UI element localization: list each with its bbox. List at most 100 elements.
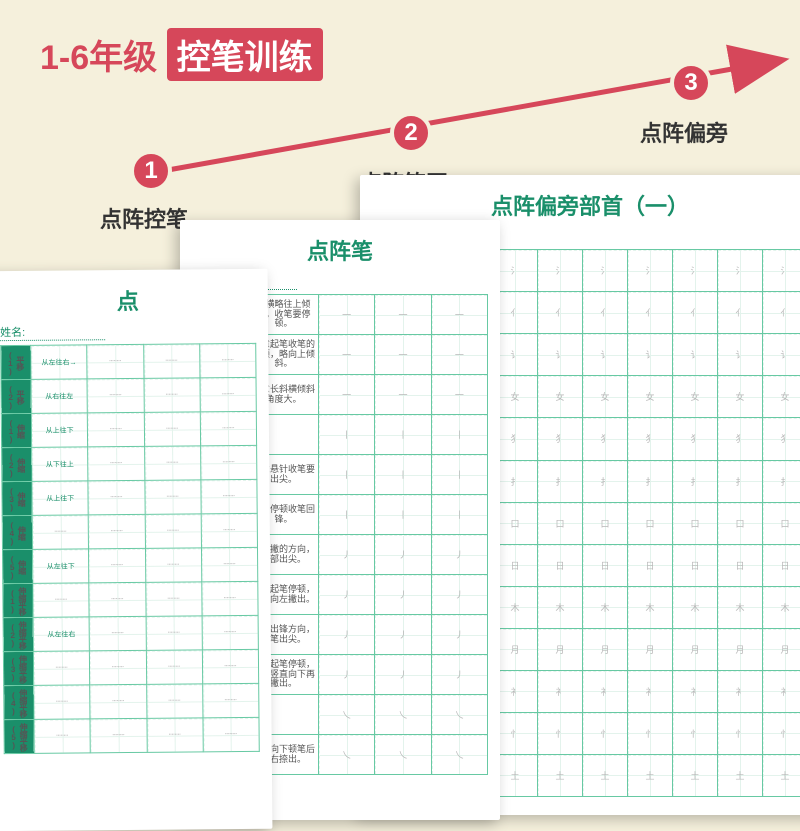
practice-cell: 亻 xyxy=(718,292,763,334)
practice-cell: 土 xyxy=(583,754,628,796)
row-label: 伸缩平移(4) xyxy=(4,685,34,719)
practice-cell: 丿 xyxy=(319,655,375,695)
practice-cell: 口 xyxy=(538,502,583,544)
practice-cell: 女 xyxy=(763,376,800,418)
practice-cell: 从上往下 xyxy=(31,413,88,447)
practice-cell: 丨 xyxy=(431,415,487,455)
practice-cell: ┈┈ xyxy=(201,547,258,581)
row-label: 伸缩(5) xyxy=(2,549,32,583)
practice-cell: 土 xyxy=(763,754,800,796)
practice-cell: 一 xyxy=(319,295,375,335)
practice-cell: 氵 xyxy=(763,250,800,292)
practice-cell: 日 xyxy=(763,544,800,586)
practice-cell: 一 xyxy=(431,335,487,375)
practice-cell: 木 xyxy=(583,586,628,628)
practice-cell: 口 xyxy=(628,502,673,544)
practice-cell: ┈┈ xyxy=(88,514,145,548)
row-label: 伸缩(2) xyxy=(2,447,32,481)
practice-cell: 扌 xyxy=(538,460,583,502)
practice-cell: 土 xyxy=(718,754,763,796)
practice-cell: 土 xyxy=(538,754,583,796)
row-label: 伸缩(1) xyxy=(1,413,31,447)
practice-cell: 口 xyxy=(583,502,628,544)
practice-cell: 日 xyxy=(583,544,628,586)
practice-cell: ┈┈ xyxy=(32,515,89,549)
practice-cell: ┈┈ xyxy=(145,582,202,616)
practice-cell: 一 xyxy=(375,375,431,415)
practice-cell: 忄 xyxy=(718,712,763,754)
practice-cell: 木 xyxy=(718,586,763,628)
practice-cell: 土 xyxy=(673,754,718,796)
practice-cell: ┈┈ xyxy=(89,548,146,582)
practice-cell: ┈┈ xyxy=(202,683,259,717)
practice-cell: ┈┈ xyxy=(200,377,257,411)
practice-cell: ┈┈ xyxy=(88,446,145,480)
practice-cell: ┈┈ xyxy=(89,616,146,650)
practice-cell: 忄 xyxy=(763,712,800,754)
practice-cell: 衤 xyxy=(583,670,628,712)
practice-cell: ┈┈ xyxy=(203,717,260,751)
practice-cell: ┈┈ xyxy=(144,446,201,480)
practice-cell: 一 xyxy=(375,295,431,335)
practice-cell: 从下往上 xyxy=(32,447,89,481)
practice-cell: 乀 xyxy=(319,695,375,735)
practice-cell: ┈┈ xyxy=(90,650,147,684)
practice-cell: ┈┈ xyxy=(199,343,256,377)
step-label-1: 点阵控笔 xyxy=(100,202,188,234)
practice-cell: 日 xyxy=(673,544,718,586)
practice-cell: ┈┈ xyxy=(200,411,257,445)
practice-cell: 木 xyxy=(673,586,718,628)
practice-cell: ┈┈ xyxy=(90,718,147,752)
practice-cell: 丨 xyxy=(319,455,375,495)
sheet3-title: 点阵偏旁部首（一） xyxy=(372,189,800,221)
practice-cell: 一 xyxy=(431,295,487,335)
practice-cell: ┈┈ xyxy=(89,582,146,616)
practice-cell: ┈┈ xyxy=(87,344,144,378)
practice-cell: ┈┈ xyxy=(200,445,257,479)
sheet1-title: 点 xyxy=(0,283,256,317)
practice-cell: 月 xyxy=(538,628,583,670)
practice-cell: 丿 xyxy=(319,615,375,655)
practice-cell: 丨 xyxy=(319,415,375,455)
practice-cell: 女 xyxy=(583,376,628,418)
practice-cell: ┈┈ xyxy=(145,514,202,548)
practice-cell: 讠 xyxy=(718,334,763,376)
practice-cell: 乀 xyxy=(375,735,431,775)
practice-cell: 丨 xyxy=(375,415,431,455)
practice-cell: 氵 xyxy=(583,250,628,292)
practice-cell: 月 xyxy=(673,628,718,670)
practice-cell: 衤 xyxy=(628,670,673,712)
practice-cell: 犭 xyxy=(718,418,763,461)
practice-cell: 日 xyxy=(718,544,763,586)
practice-cell: ┈┈ xyxy=(145,548,202,582)
practice-cell: ┈┈ xyxy=(202,581,259,615)
practice-cell: 讠 xyxy=(583,334,628,376)
practice-cell: ┈┈ xyxy=(144,378,201,412)
practice-cell: 一 xyxy=(375,335,431,375)
practice-cell: 讠 xyxy=(673,334,718,376)
row-label: 伸缩(3) xyxy=(2,481,32,515)
practice-cell: 从左往右 xyxy=(33,617,90,651)
practice-cell: 乀 xyxy=(319,735,375,775)
practice-cell: 乀 xyxy=(375,695,431,735)
practice-cell: 衤 xyxy=(673,670,718,712)
practice-cell: ┈┈ xyxy=(202,615,259,649)
step-circle-3: 3 xyxy=(670,62,712,104)
practice-cell: 丨 xyxy=(375,495,431,535)
practice-cell: 月 xyxy=(583,628,628,670)
practice-cell: ┈┈ xyxy=(33,651,90,685)
practice-cell: 丿 xyxy=(431,615,487,655)
practice-cell: 忄 xyxy=(583,712,628,754)
practice-cell: 从上往下 xyxy=(32,481,89,515)
practice-cell: 一 xyxy=(431,375,487,415)
row-label: 伸缩(4) xyxy=(2,515,32,549)
practice-cell: 亻 xyxy=(583,292,628,334)
practice-cell: ┈┈ xyxy=(146,650,203,684)
practice-cell: ┈┈ xyxy=(90,684,147,718)
practice-cell: 乀 xyxy=(431,735,487,775)
practice-cell: 丨 xyxy=(319,495,375,535)
practice-cell: 月 xyxy=(763,628,800,670)
practice-cell: 日 xyxy=(538,544,583,586)
practice-cell: 丿 xyxy=(375,655,431,695)
practice-cell: 从左往下 xyxy=(32,549,89,583)
